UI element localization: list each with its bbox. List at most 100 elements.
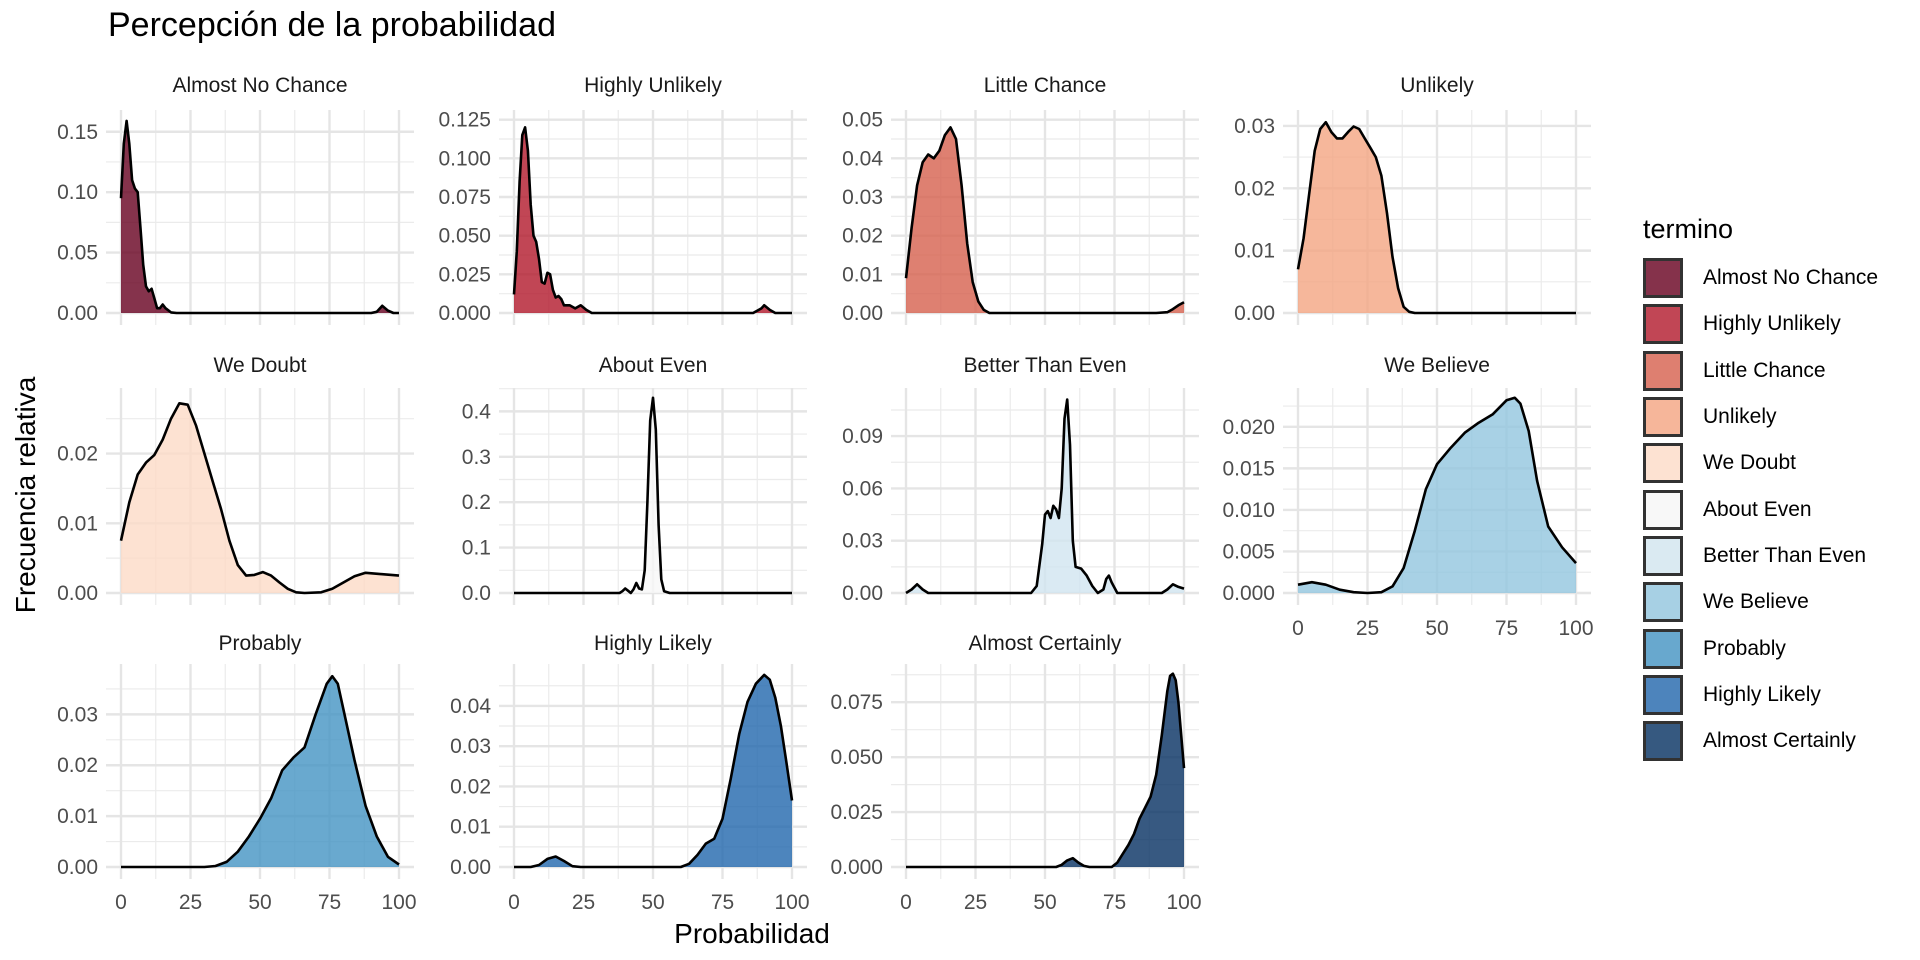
x-tick-label: 0 [900, 891, 912, 914]
y-tick-label: 0.03 [842, 186, 883, 209]
density-area [514, 397, 792, 593]
x-tick-label: 50 [248, 891, 271, 914]
density-line [514, 673, 794, 869]
legend-label: Unlikely [1703, 405, 1777, 429]
legend-item: Unlikely [1643, 394, 1878, 440]
y-tick-label: 0.020 [1222, 416, 1275, 439]
x-tick-label: 75 [1103, 891, 1126, 914]
facet-strip-label: Unlikely [1400, 74, 1474, 97]
y-tick-label: 0.010 [1222, 499, 1275, 522]
legend-key-swatch [1643, 350, 1683, 391]
density-line [512, 126, 792, 315]
y-tick-label: 0.04 [842, 147, 883, 170]
y-tick-label: 0.075 [830, 691, 883, 714]
y-tick-label: 0.025 [830, 801, 883, 824]
y-tick-label: 0.100 [438, 147, 491, 170]
y-tick-label: 0.075 [438, 186, 491, 209]
facet-strip-label: About Even [599, 354, 708, 377]
y-tick-label: 0.050 [830, 746, 883, 769]
legend-item: Better Than Even [1643, 533, 1878, 579]
y-tick-label: 0.00 [842, 582, 883, 605]
y-tick-label: 0.00 [842, 302, 883, 325]
x-tick-label: 100 [1558, 617, 1593, 640]
density-line [905, 398, 1185, 595]
x-tick-label: 25 [572, 891, 595, 914]
x-axis-title: Probabilidad [674, 918, 830, 949]
y-tick-label: 0.005 [1222, 540, 1275, 563]
density-area [906, 127, 1184, 314]
y-tick-label: 0.01 [1234, 240, 1275, 263]
legend: termino Almost No Chance Highly Unlikely L… [1643, 214, 1878, 764]
facet-panel: 0.00 0.01 0.02 0.03 0 25 50 75 100 Probably [57, 632, 416, 914]
y-tick-label: 0.000 [830, 856, 883, 879]
x-tick-label: 75 [1495, 617, 1518, 640]
legend-label: Better Than Even [1703, 543, 1867, 567]
legend-items: Almost No Chance Highly Unlikely Little Ch… [1643, 255, 1878, 764]
y-tick-label: 0.03 [1234, 115, 1275, 138]
density-line [1296, 120, 1576, 315]
density-line [514, 396, 792, 595]
facet-panel: 0.00 0.01 0.02 0.03 0.04 0.05 Little Chance [842, 74, 1199, 325]
legend-label: Probably [1703, 636, 1786, 660]
y-tick-label: 0.015 [1222, 457, 1275, 480]
legend-label: Little Chance [1703, 358, 1826, 382]
y-tick-label: 0.03 [450, 735, 491, 758]
facet-panel: 0.00 0.05 0.10 0.15 Almost No Chance [57, 74, 414, 325]
chart-title: Percepción de la probabilidad [108, 6, 556, 44]
facet-strip-label: Almost Certainly [969, 632, 1122, 655]
y-tick-label: 0.09 [842, 425, 883, 448]
y-tick-label: 0.000 [438, 302, 491, 325]
density-area [1298, 397, 1576, 593]
legend-item: Almost Certainly [1643, 718, 1878, 764]
y-tick-label: 0.2 [462, 491, 491, 514]
y-tick-label: 0.01 [842, 263, 883, 286]
legend-label: We Doubt [1703, 451, 1796, 475]
y-tick-label: 0.02 [450, 775, 491, 798]
facet-panel: 0.000 0.005 0.010 0.015 0.020 0 25 50 75 100 We Be… [1222, 354, 1593, 640]
y-tick-label: 0.01 [450, 816, 491, 839]
legend-key-swatch [1643, 489, 1683, 530]
facet-strip-label: Almost No Chance [172, 74, 347, 97]
x-tick-label: 25 [179, 891, 202, 914]
density-area [121, 676, 399, 867]
y-tick-label: 0.02 [57, 754, 98, 777]
facet-strip-label: Probably [219, 632, 302, 655]
legend-key-swatch [1643, 582, 1683, 623]
y-tick-label: 0.02 [842, 225, 883, 248]
x-tick-label: 0 [115, 891, 127, 914]
y-tick-label: 0.00 [57, 856, 98, 879]
y-tick-label: 0.125 [438, 109, 491, 132]
density-area [121, 120, 399, 314]
legend-key-swatch [1643, 628, 1683, 669]
y-tick-label: 0.03 [57, 703, 98, 726]
density-area [121, 403, 399, 593]
y-tick-label: 0.02 [1234, 177, 1275, 200]
legend-key-swatch [1643, 674, 1683, 715]
legend-label: Highly Likely [1703, 682, 1821, 706]
y-tick-label: 0.050 [438, 225, 491, 248]
y-tick-label: 0.00 [57, 582, 98, 605]
facet-panel: 0.000 0.025 0.050 0.075 0.100 0.125 Highly Unl… [438, 74, 807, 325]
facet-panel: 0.00 0.01 0.02 0.03 Unlikely [1234, 74, 1591, 325]
legend-label: Highly Unlikely [1703, 312, 1841, 336]
y-tick-label: 0.04 [450, 695, 491, 718]
legend-key-swatch [1643, 535, 1683, 576]
legend-key-swatch [1643, 443, 1683, 484]
legend-key-swatch [1643, 258, 1683, 299]
legend-item: We Doubt [1643, 440, 1878, 486]
density-line [904, 126, 1185, 315]
facet-strip-label: We Believe [1384, 354, 1490, 377]
legend-item: Highly Unlikely [1643, 301, 1878, 347]
legend-label: About Even [1703, 497, 1812, 521]
facet-panel: 0.00 0.01 0.02 We Doubt [57, 354, 414, 605]
x-tick-label: 100 [381, 891, 416, 914]
x-tick-label: 75 [318, 891, 341, 914]
y-tick-label: 0.025 [438, 263, 491, 286]
legend-item: We Believe [1643, 579, 1878, 625]
density-line [119, 402, 400, 595]
facet-strip-label: Better Than Even [963, 354, 1126, 377]
x-tick-label: 25 [964, 891, 987, 914]
y-tick-label: 0.000 [1222, 582, 1275, 605]
facet-strip-label: Highly Unlikely [584, 74, 722, 97]
